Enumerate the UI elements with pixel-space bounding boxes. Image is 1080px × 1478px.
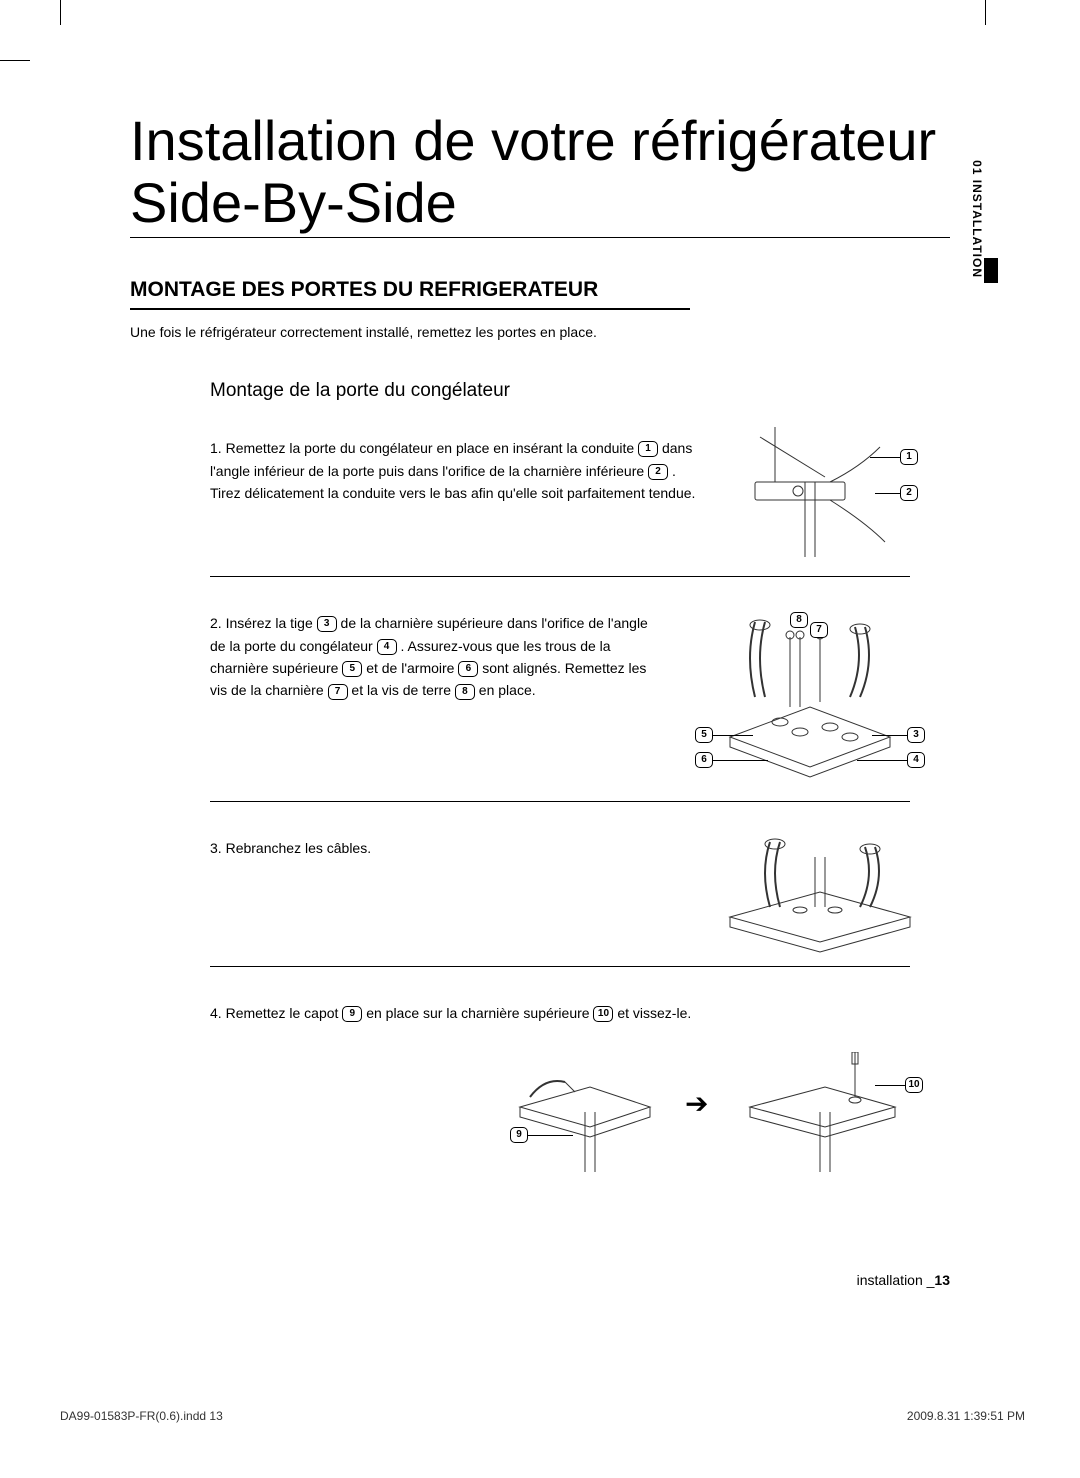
crop-mark	[985, 0, 986, 25]
step-1: 1. Remettez la porte du congélateur en p…	[210, 437, 910, 577]
arrow-icon: ➔	[685, 1087, 708, 1120]
page-body: Installation de votre réfrigérateur Side…	[130, 110, 950, 1162]
ref-badge: 10	[593, 1006, 613, 1022]
callout-badge: 3	[907, 727, 925, 743]
step-num: 4.	[210, 1005, 222, 1021]
hinge-lower-diagram	[730, 427, 910, 567]
text-segment: Insérez la tige	[226, 615, 317, 631]
callout-badge: 6	[695, 752, 713, 768]
ref-badge: 1	[638, 441, 658, 457]
ref-badge: 7	[328, 684, 348, 700]
text-segment: en place.	[479, 682, 536, 698]
print-footer-left: DA99-01583P-FR(0.6).indd 13	[60, 1409, 223, 1423]
ref-badge: 2	[648, 464, 668, 480]
text-segment: et la vis de terre	[351, 682, 455, 698]
step-num: 1.	[210, 440, 222, 456]
intro-text: Une fois le réfrigérateur correctement i…	[130, 324, 950, 340]
callout-badge: 9	[510, 1127, 528, 1143]
text-segment: Remettez le capot	[226, 1005, 343, 1021]
diagram-3	[720, 832, 920, 962]
ref-badge: 6	[458, 661, 478, 677]
callout-badge: 4	[907, 752, 925, 768]
step-num: 2.	[210, 615, 222, 631]
text-segment: en place sur la charnière supérieure	[366, 1005, 593, 1021]
ref-badge: 3	[317, 616, 337, 632]
ref-badge: 8	[455, 684, 475, 700]
ref-badge: 4	[377, 639, 397, 655]
text-segment: et vissez-le.	[617, 1005, 691, 1021]
cover-diagram-left	[490, 1052, 670, 1172]
text-segment: Remettez la porte du congélateur en plac…	[226, 440, 639, 456]
step-text: 3. Rebranchez les câbles.	[210, 837, 700, 859]
callout-badge: 5	[695, 727, 713, 743]
diagram-4: ➔ 9 10	[490, 1042, 910, 1172]
diagram-2: 8 7 5 6 3 4	[700, 607, 920, 792]
section-heading: MONTAGE DES PORTES DU REFRIGERATEUR	[130, 278, 690, 310]
callout-badge: 1	[900, 449, 918, 465]
cable-diagram	[720, 832, 920, 962]
footer-label: installation _	[857, 1272, 935, 1288]
callout-badge: 8	[790, 612, 808, 628]
step-4: 4. Remettez le capot 9 en place sur la c…	[210, 1002, 910, 1162]
page-number: 13	[934, 1272, 950, 1288]
print-footer-right: 2009.8.31 1:39:51 PM	[907, 1409, 1025, 1423]
callout-badge: 10	[905, 1077, 923, 1093]
step-text: 1. Remettez la porte du congélateur en p…	[210, 437, 700, 504]
diagram-1: 1 2	[730, 427, 910, 567]
ref-badge: 9	[342, 1006, 362, 1022]
step-3: 3. Rebranchez les câbles.	[210, 837, 910, 967]
tab-label: 01 INSTALLATION	[970, 160, 984, 278]
step-2: 2. Insérez la tige 3 de la charnière sup…	[210, 612, 910, 802]
page-footer: installation _13	[857, 1272, 950, 1288]
crop-mark	[0, 60, 30, 61]
step-num: 3.	[210, 840, 222, 856]
callout-badge: 2	[900, 485, 918, 501]
ref-badge: 5	[342, 661, 362, 677]
page-title: Installation de votre réfrigérateur Side…	[130, 110, 950, 238]
callout-badge: 7	[810, 622, 828, 638]
tab-marker	[984, 258, 998, 283]
step-text: 2. Insérez la tige 3 de la charnière sup…	[210, 612, 660, 702]
sub-heading: Montage de la porte du congélateur	[210, 380, 950, 402]
text-segment: et de l'armoire	[366, 660, 458, 676]
section-tab: 01 INSTALLATION	[968, 258, 998, 558]
text-segment: Rebranchez les câbles.	[226, 840, 372, 856]
cover-diagram-right	[730, 1052, 910, 1172]
crop-mark	[60, 0, 61, 25]
step-text: 4. Remettez le capot 9 en place sur la c…	[210, 1002, 810, 1024]
